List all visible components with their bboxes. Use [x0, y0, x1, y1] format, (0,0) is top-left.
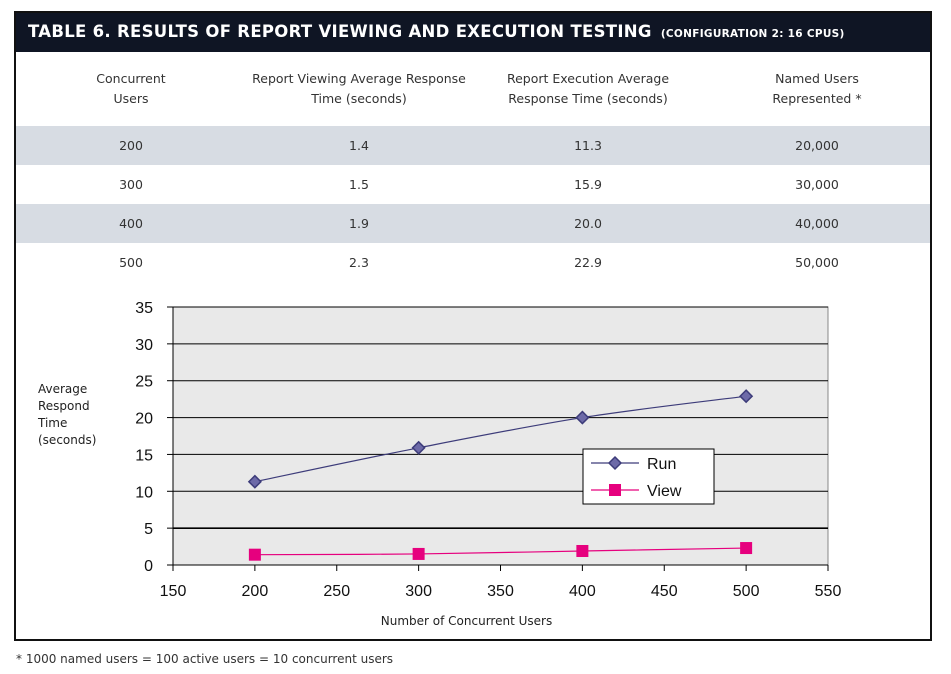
header-named-users: Named Users Represented *: [772, 71, 862, 106]
plot-area: [172, 306, 829, 566]
data-point-run: [247, 474, 262, 489]
table-row: 200 1.4 11.3 20,000: [16, 126, 930, 165]
x-tick-label: 550: [815, 583, 842, 600]
response-time-chart: 0 5 10 15 20 25 30 35 150 200 250 300 350 400 450 500 55…: [37, 300, 842, 628]
x-tick-label: 250: [323, 583, 350, 600]
y-tick-label: 20: [135, 411, 153, 428]
table-row: 400 1.9 20.0 40,000: [16, 204, 930, 243]
y-tick-label: 10: [135, 484, 153, 501]
table-title: TABLE 6. RESULTS OF REPORT VIEWING AND E…: [28, 22, 652, 41]
x-tick-label: 150: [160, 583, 187, 600]
data-point-run: [739, 389, 754, 404]
cell-execution: 11.3: [574, 137, 602, 153]
cell-execution: 15.9: [574, 176, 602, 192]
cell-named: 50,000: [795, 254, 839, 270]
cell-users: 400: [119, 215, 143, 231]
x-tick-label: 350: [487, 583, 514, 600]
cell-execution: 22.9: [574, 254, 602, 270]
cell-named: 40,000: [795, 215, 839, 231]
cell-users: 500: [119, 254, 143, 270]
x-axis-title: Number of Concurrent Users: [381, 614, 552, 628]
y-tick-label: 25: [135, 374, 153, 391]
x-tick-label: 500: [733, 583, 760, 600]
title-bar: TABLE 6. RESULTS OF REPORT VIEWING AND E…: [16, 13, 930, 52]
cell-viewing: 1.5: [349, 176, 369, 192]
legend-label-run: Run: [647, 456, 676, 473]
cell-viewing: 1.9: [349, 215, 369, 231]
table-header-row: Concurrent Users Report Viewing Average …: [16, 52, 930, 126]
data-point-view: [740, 542, 753, 555]
table-row: 500 2.3 22.9 50,000: [16, 243, 930, 282]
legend-box: [582, 448, 715, 505]
x-tick-label: 300: [405, 583, 432, 600]
table-subtitle: (CONFIGURATION 2: 16 CPUS): [660, 28, 845, 40]
data-point-view: [248, 548, 261, 561]
cell-viewing: 1.4: [349, 137, 369, 153]
cell-users: 200: [119, 137, 143, 153]
cell-users: 300: [119, 176, 143, 192]
cell-named: 30,000: [795, 176, 839, 192]
results-table: Concurrent Users Report Viewing Average …: [16, 52, 930, 282]
cell-named: 20,000: [795, 137, 839, 153]
series-line-view: [254, 547, 747, 556]
cell-viewing: 2.3: [349, 254, 369, 270]
x-tick-label: 400: [569, 583, 596, 600]
y-axis-title-line: Time: [37, 416, 67, 430]
y-axis-title-line: (seconds): [38, 433, 96, 447]
data-point-run: [575, 410, 590, 425]
header-execution-time: Report Execution Average Response Time (…: [506, 71, 670, 106]
header-concurrent-users: Concurrent Users: [96, 71, 166, 106]
legend-marker-run: [607, 455, 623, 471]
footnote: * 1000 named users = 100 active users = …: [16, 652, 394, 666]
legend-label-view: View: [647, 483, 682, 500]
table-frame: TABLE 6. RESULTS OF REPORT VIEWING AND E…: [14, 11, 932, 641]
y-tick-label: 15: [135, 447, 153, 464]
data-point-view: [576, 544, 589, 557]
header-viewing-time: Report Viewing Average Response Time (se…: [252, 71, 466, 106]
y-axis-title-line: Average: [38, 382, 87, 396]
y-tick-label: 30: [135, 337, 153, 354]
series-line-run: [254, 395, 747, 483]
y-axis-title-line: Respond: [38, 399, 90, 413]
y-tick-label: 5: [144, 521, 153, 538]
data-point-view: [412, 547, 425, 560]
x-tick-label: 450: [651, 583, 678, 600]
legend-marker-view: [609, 484, 621, 496]
y-tick-label: 35: [135, 300, 153, 317]
table-row: 300 1.5 15.9 30,000: [16, 165, 930, 204]
x-tick-label: 200: [242, 583, 269, 600]
cell-execution: 20.0: [574, 215, 602, 231]
data-point-run: [411, 440, 426, 455]
y-tick-label: 0: [144, 558, 153, 575]
